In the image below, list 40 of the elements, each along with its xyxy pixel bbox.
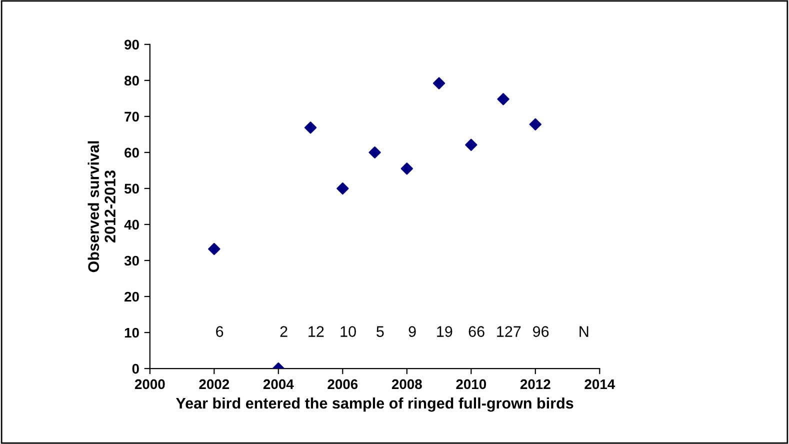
y-tick-label: 60 (124, 148, 139, 158)
y-tick-label: 30 (124, 256, 139, 266)
y-axis-title: Observed survival 2012-2013 (88, 141, 116, 272)
annotation: 10 (340, 326, 356, 337)
y-tick-label: 20 (124, 292, 139, 302)
y-tick-label: 90 (124, 40, 139, 50)
point (368, 146, 381, 159)
x-tick-label: 2002 (199, 379, 230, 390)
annotation: 9 (408, 326, 416, 337)
annotation: 127 (497, 326, 521, 337)
annotation: 2 (280, 326, 288, 337)
x-axis-title: Year bird entered the sample of ringed full-grown birds (176, 397, 574, 412)
x-tick-label: 2000 (134, 379, 165, 390)
x-tick-label: 2006 (328, 379, 358, 390)
annotation: 19 (437, 326, 452, 337)
annotation: 6 (216, 326, 224, 337)
y-tick-label: 50 (124, 184, 139, 194)
x-tick-label: 2012 (520, 379, 550, 390)
y-tick-label: 80 (124, 76, 139, 86)
y-tick-label: 40 (124, 220, 139, 230)
annotation: N (580, 326, 588, 337)
x-tick-label: 2008 (392, 379, 422, 390)
annotation: 5 (376, 326, 384, 337)
y-tick-label: 0 (132, 364, 139, 374)
annotation: 96 (533, 326, 549, 337)
annotation: 12 (308, 326, 324, 337)
point (400, 162, 413, 175)
point (432, 77, 446, 90)
x-tick-label: 2010 (456, 379, 486, 390)
point (336, 182, 349, 195)
point (208, 242, 220, 256)
y-tick-label: 70 (124, 112, 139, 122)
annotation: 66 (468, 326, 484, 337)
point (304, 122, 317, 134)
x-tick-label: 2004 (263, 379, 294, 390)
point (465, 138, 478, 151)
x-tick-label: 2014 (584, 379, 616, 390)
y-tick-label: 10 (124, 328, 139, 338)
point (497, 93, 510, 106)
point (529, 118, 542, 130)
